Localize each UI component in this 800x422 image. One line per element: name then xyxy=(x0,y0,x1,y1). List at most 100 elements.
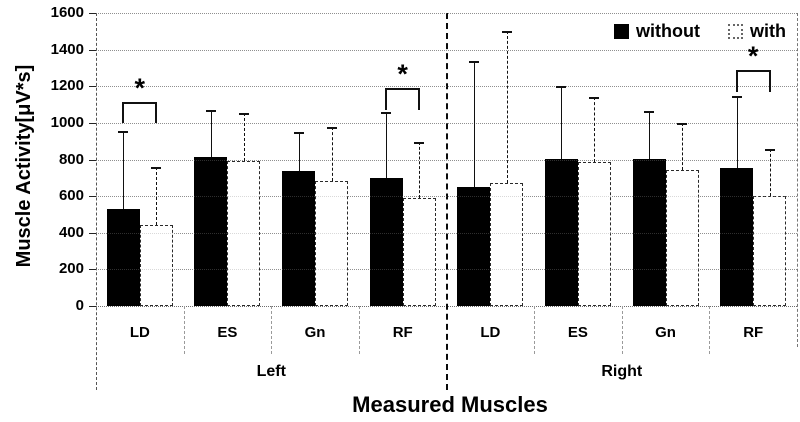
y-tick-label-400: 400 xyxy=(58,223,84,241)
error-bar-with-2 xyxy=(331,127,333,181)
y-tick-label-800: 800 xyxy=(58,150,84,168)
error-bar-with-1 xyxy=(243,112,245,162)
y-tick-0 xyxy=(89,306,96,307)
bar-with-Right-ES xyxy=(577,162,611,306)
y-tick-label-600: 600 xyxy=(58,187,84,205)
gridline-overlay-200 xyxy=(96,269,797,271)
bar-with-Left-RF xyxy=(402,197,436,306)
error-cap-without-4 xyxy=(468,60,479,63)
y-axis-line xyxy=(96,13,97,390)
error-cap-with-0 xyxy=(151,166,162,169)
error-cap-with-5 xyxy=(589,97,600,100)
muscle-divider xyxy=(271,306,273,354)
legend-item-with: with xyxy=(728,21,786,42)
significance-bracket-3 xyxy=(385,88,421,111)
y-axis-title: Muscle Activity[μV*s] xyxy=(13,64,35,268)
y-tick-label-1000: 1000 xyxy=(50,113,84,131)
error-bar-with-4 xyxy=(506,31,508,184)
error-cap-without-6 xyxy=(644,110,655,113)
error-cap-with-7 xyxy=(764,149,775,152)
category-label-Left-LD: LD xyxy=(129,324,150,341)
error-cap-without-3 xyxy=(381,111,392,114)
y-tick-200 xyxy=(89,269,96,271)
error-bar-without-5 xyxy=(561,86,563,159)
x-axis-title: Measured Muscles xyxy=(352,392,548,417)
error-cap-with-2 xyxy=(326,127,337,130)
error-bar-with-3 xyxy=(419,142,421,198)
error-bar-with-0 xyxy=(156,166,158,226)
y-tick-800 xyxy=(89,159,96,161)
bar-with-Left-Gn xyxy=(315,180,349,306)
error-cap-with-1 xyxy=(238,112,249,115)
significance-asterisk-0: * xyxy=(134,72,146,103)
bar-with-Left-LD xyxy=(139,225,173,306)
error-bar-without-7 xyxy=(736,96,738,168)
error-cap-with-4 xyxy=(501,31,512,34)
significance-asterisk-3: * xyxy=(397,59,408,90)
bar-without-Right-ES xyxy=(544,158,578,306)
y-tick-label-0: 0 xyxy=(75,297,84,314)
side-label-right: Right xyxy=(601,363,643,380)
left-right-divider xyxy=(445,13,448,390)
error-cap-without-5 xyxy=(556,86,567,89)
significance-asterisk-7: * xyxy=(747,40,759,71)
muscle-divider xyxy=(709,306,711,354)
error-bar-with-5 xyxy=(594,97,596,163)
category-label-Right-Gn: Gn xyxy=(655,324,676,341)
error-bar-without-2 xyxy=(298,132,300,172)
error-bar-with-6 xyxy=(682,122,684,170)
category-label-Left-RF: RF xyxy=(392,324,413,341)
bar-without-Right-LD xyxy=(457,186,491,306)
error-cap-with-6 xyxy=(677,122,688,125)
category-label-Right-ES: ES xyxy=(567,324,588,341)
gridline-overlay-1400 xyxy=(96,49,797,51)
error-cap-without-1 xyxy=(205,110,216,113)
legend-swatch-with-icon xyxy=(728,24,743,39)
y-tick-label-200: 200 xyxy=(58,260,84,278)
legend-label-without: without xyxy=(636,21,700,41)
plot-right-edge xyxy=(797,13,798,347)
error-bar-with-7 xyxy=(769,149,771,197)
muscle-divider xyxy=(358,306,360,354)
gridline-overlay-800 xyxy=(96,159,797,161)
bar-without-Left-ES xyxy=(194,156,228,306)
category-label-Right-LD: LD xyxy=(480,324,501,341)
error-bar-without-1 xyxy=(210,110,212,157)
category-label-Right-RF: RF xyxy=(743,324,764,341)
gridline-overlay-1000 xyxy=(96,122,797,124)
side-label-left: Left xyxy=(256,363,286,380)
category-label-Left-ES: ES xyxy=(217,324,238,341)
error-bar-without-3 xyxy=(386,111,388,178)
bar-with-Right-Gn xyxy=(665,169,699,306)
bar-without-Left-LD xyxy=(106,208,140,306)
bar-without-Right-RF xyxy=(720,167,754,306)
muscle-divider xyxy=(621,306,623,354)
muscle-divider xyxy=(534,306,536,354)
y-tick-1200 xyxy=(89,86,96,88)
category-label-Left-Gn: Gn xyxy=(304,324,326,341)
error-bar-without-4 xyxy=(473,60,475,187)
error-cap-with-3 xyxy=(414,142,425,145)
y-tick-label-1600: 1600 xyxy=(50,4,84,21)
gridline-overlay-600 xyxy=(96,196,797,198)
error-bar-without-0 xyxy=(123,131,125,209)
significance-bracket-7 xyxy=(735,69,771,92)
error-cap-without-2 xyxy=(293,132,304,135)
gridline-overlay-1600 xyxy=(96,13,797,14)
y-tick-400 xyxy=(89,232,96,234)
legend: without with xyxy=(614,21,786,42)
bar-with-Right-RF xyxy=(753,196,787,306)
legend-swatch-without-icon xyxy=(614,24,630,39)
y-tick-label-1200: 1200 xyxy=(50,77,84,95)
muscle-divider xyxy=(183,306,185,354)
gridline-overlay-1200 xyxy=(96,86,797,88)
bar-with-Left-ES xyxy=(227,161,261,306)
error-bar-without-6 xyxy=(649,110,651,159)
y-tick-label-1400: 1400 xyxy=(50,40,84,58)
legend-label-with: with xyxy=(750,21,786,41)
y-tick-600 xyxy=(89,196,96,198)
bar-without-Right-Gn xyxy=(632,158,666,306)
bar-without-Left-RF xyxy=(369,177,403,306)
gridline-overlay-400 xyxy=(96,232,797,234)
